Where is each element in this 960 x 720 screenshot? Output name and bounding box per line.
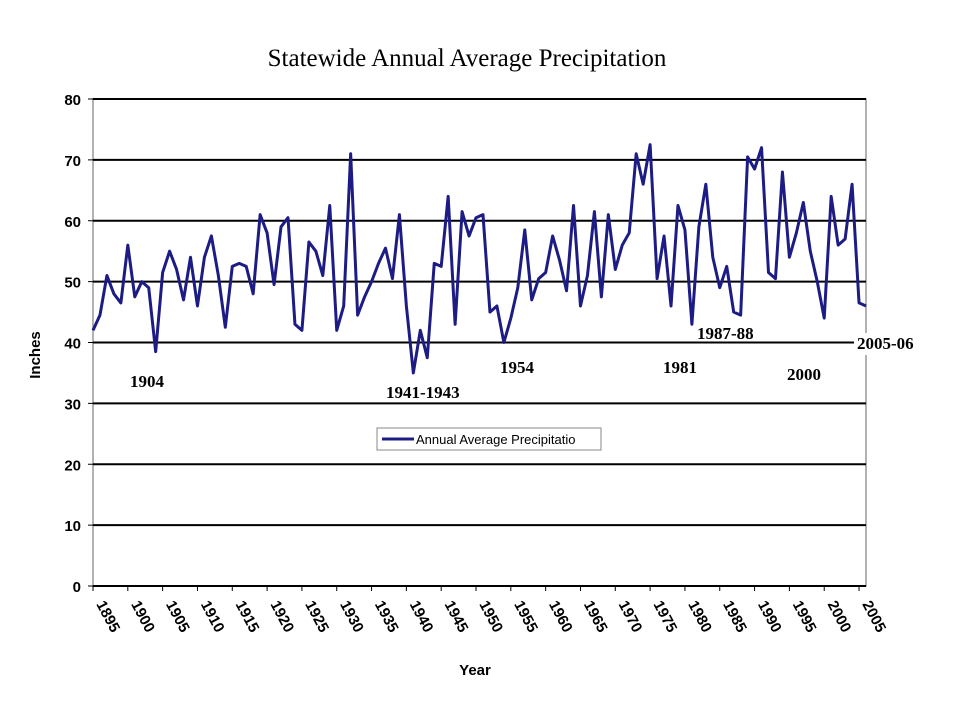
- annotation: 1954: [500, 358, 535, 377]
- annotation: 1904: [130, 372, 165, 391]
- legend: Annual Average Precipitatio: [376, 427, 602, 451]
- x-tick-label: 2000: [824, 598, 855, 635]
- x-tick-label: 1970: [615, 598, 646, 635]
- y-tick-label: 30: [64, 396, 81, 413]
- x-tick-label: 1985: [719, 598, 750, 635]
- x-tick-label: 2005: [859, 598, 890, 635]
- annotation: 2005-06: [857, 334, 914, 353]
- x-tick-label: 1965: [580, 598, 611, 635]
- annotation-bg: [854, 333, 938, 355]
- x-tick-label: 1930: [336, 598, 367, 635]
- x-tick-label: 1990: [754, 598, 785, 635]
- y-tick-label: 0: [73, 579, 81, 596]
- legend-box: [376, 427, 602, 451]
- x-tick-label: 1955: [510, 598, 541, 635]
- x-tick-label: 1910: [197, 598, 228, 635]
- x-tick-label: 1905: [162, 598, 193, 635]
- x-tick-label: 1950: [475, 598, 506, 635]
- x-tick-label: 1960: [545, 598, 576, 635]
- x-tick-label: 1975: [650, 598, 681, 635]
- chart-title: Statewide Annual Average Precipitation: [268, 45, 667, 72]
- x-tick-label: 1945: [441, 598, 472, 635]
- annotation: 1981: [663, 358, 697, 377]
- annotation: 2000: [787, 365, 821, 384]
- y-tick-label: 70: [64, 153, 81, 170]
- x-axis-label: Year: [459, 662, 491, 679]
- x-tick-label: 1935: [371, 598, 402, 635]
- x-tick-label: 1995: [789, 598, 820, 635]
- x-tick-label: 1900: [127, 598, 158, 635]
- x-tick-label: 1895: [92, 598, 123, 635]
- y-tick-label: 60: [64, 214, 81, 231]
- x-tick-label: 1915: [232, 598, 263, 635]
- y-tick-label: 50: [64, 275, 81, 292]
- annotation: 1987-88: [697, 324, 754, 343]
- legend-label: Annual Average Precipitatio: [416, 432, 575, 447]
- y-tick-label: 80: [64, 92, 81, 109]
- x-tick-label: 1980: [684, 598, 715, 635]
- x-tick-label: 1940: [406, 598, 437, 635]
- y-tick-label: 40: [64, 336, 81, 353]
- data-line: [91, 143, 867, 375]
- y-axis-label: Inches: [27, 331, 44, 379]
- x-tick-label: 1920: [267, 598, 298, 635]
- annotation: 1941-1943: [386, 383, 460, 402]
- y-tick-label: 10: [64, 518, 81, 535]
- y-tick-label: 20: [64, 457, 81, 474]
- x-tick-label: 1925: [301, 598, 332, 635]
